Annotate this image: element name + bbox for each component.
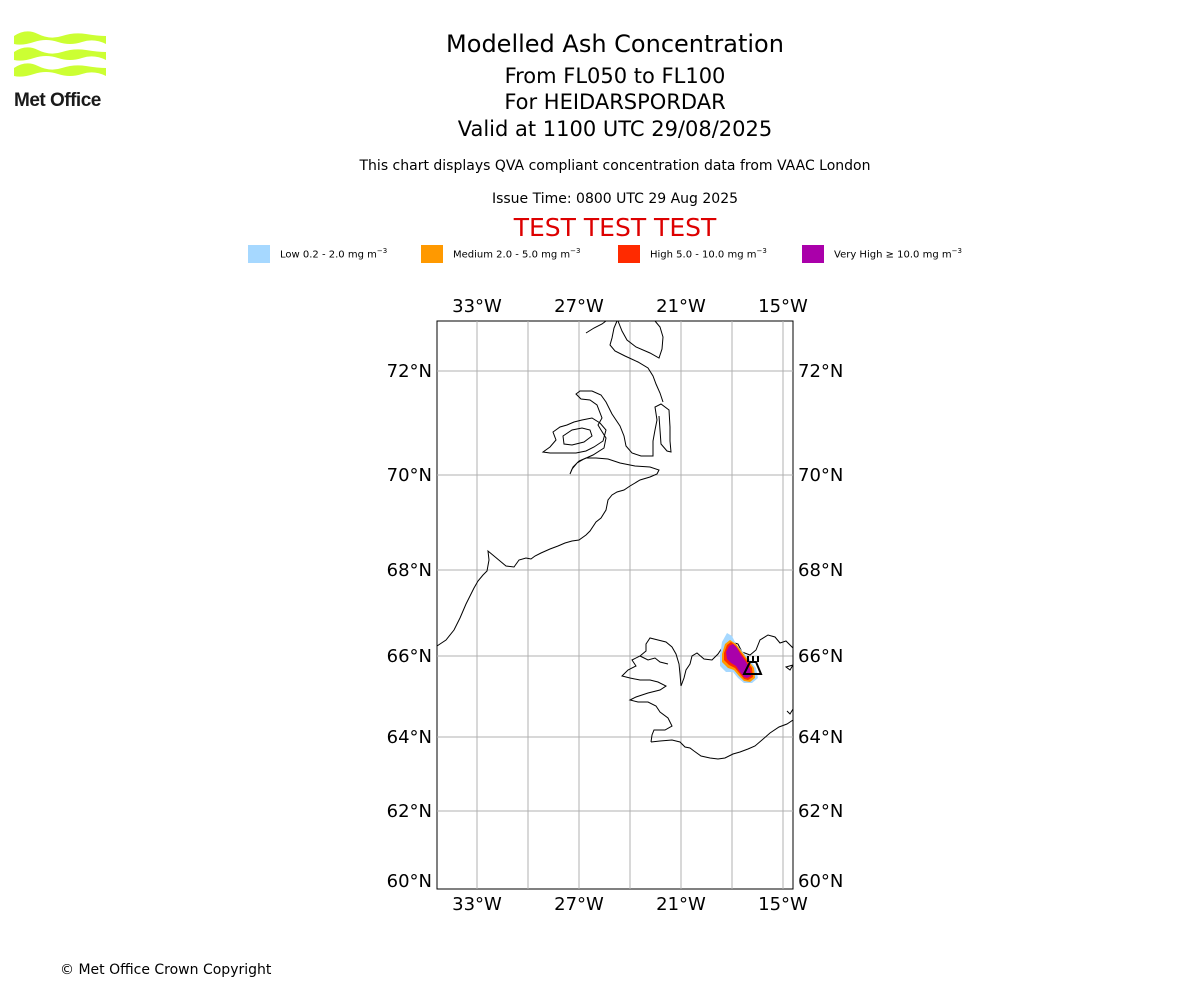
legend-swatch-high bbox=[618, 245, 640, 263]
lon-label-bottom: 15°W bbox=[758, 894, 808, 915]
lat-labels-right: 72°N 70°N 68°N 66°N 64°N 62°N 60°N bbox=[798, 361, 843, 892]
lat-label-right: 64°N bbox=[798, 727, 843, 748]
lon-label-top: 21°W bbox=[656, 296, 706, 317]
lon-label-top: 27°W bbox=[554, 296, 604, 317]
legend-item-very-high: Very High ≥ 10.0 mg m−3 bbox=[802, 244, 962, 264]
legend-swatch-low bbox=[248, 245, 270, 263]
chart-title: Modelled Ash Concentration bbox=[446, 30, 784, 58]
lon-label-top: 15°W bbox=[758, 296, 808, 317]
issue-time: Issue Time: 0800 UTC 29 Aug 2025 bbox=[491, 191, 739, 207]
valid-time-subtitle: Valid at 1100 UTC 29/08/2025 bbox=[457, 117, 773, 141]
lat-labels-left: 72°N 70°N 68°N 66°N 64°N 62°N 60°N bbox=[387, 361, 432, 892]
met-office-wave-icon bbox=[14, 31, 106, 77]
test-banner: TEST TEST TEST bbox=[513, 213, 717, 242]
copyright-notice: © Met Office Crown Copyright bbox=[60, 962, 272, 978]
map-frame bbox=[436, 320, 794, 890]
legend-item-low: Low 0.2 - 2.0 mg m−3 bbox=[248, 244, 387, 264]
legend-label-medium: Medium 2.0 - 5.0 mg m−3 bbox=[453, 247, 581, 261]
volcano-subtitle: For HEIDARSPORDAR bbox=[504, 90, 726, 114]
lat-label-left: 60°N bbox=[387, 871, 432, 892]
lat-label-left: 66°N bbox=[387, 646, 432, 667]
flight-level-subtitle: From FL050 to FL100 bbox=[504, 64, 726, 88]
legend-label-low: Low 0.2 - 2.0 mg m−3 bbox=[280, 247, 388, 261]
map-grid bbox=[437, 321, 793, 889]
lat-label-right: 70°N bbox=[798, 465, 843, 486]
lat-label-left: 70°N bbox=[387, 465, 432, 486]
legend-label-high: High 5.0 - 10.0 mg m−3 bbox=[650, 247, 767, 261]
lat-label-right: 68°N bbox=[798, 560, 843, 581]
legend-item-high: High 5.0 - 10.0 mg m−3 bbox=[618, 244, 767, 264]
logo-text: Met Office bbox=[14, 90, 101, 111]
lat-label-left: 64°N bbox=[387, 727, 432, 748]
lon-label-bottom: 27°W bbox=[554, 894, 604, 915]
lat-label-right: 66°N bbox=[798, 646, 843, 667]
lat-label-left: 68°N bbox=[387, 560, 432, 581]
lon-labels-bottom: 33°W 27°W 21°W 15°W bbox=[452, 894, 808, 915]
lat-label-right: 62°N bbox=[798, 801, 843, 822]
lat-label-right: 72°N bbox=[798, 361, 843, 382]
legend-swatch-medium bbox=[421, 245, 443, 263]
lon-labels-top: 33°W 27°W 21°W 15°W bbox=[452, 296, 808, 317]
qva-note: This chart displays QVA compliant concen… bbox=[359, 158, 871, 174]
volcano-symbol-icon bbox=[742, 656, 763, 675]
lat-label-left: 62°N bbox=[387, 801, 432, 822]
lon-label-top: 33°W bbox=[452, 296, 502, 317]
lat-label-right: 60°N bbox=[798, 871, 843, 892]
lat-label-left: 72°N bbox=[387, 361, 432, 382]
legend-label-very-high: Very High ≥ 10.0 mg m−3 bbox=[834, 247, 962, 261]
lon-label-bottom: 33°W bbox=[452, 894, 502, 915]
legend-item-medium: Medium 2.0 - 5.0 mg m−3 bbox=[421, 244, 580, 264]
legend-swatch-very-high bbox=[802, 245, 824, 263]
lon-label-bottom: 21°W bbox=[656, 894, 706, 915]
greenland-coastline bbox=[436, 320, 672, 647]
ash-plume-very-high bbox=[726, 644, 751, 678]
met-office-logo: Met Office bbox=[14, 28, 109, 113]
